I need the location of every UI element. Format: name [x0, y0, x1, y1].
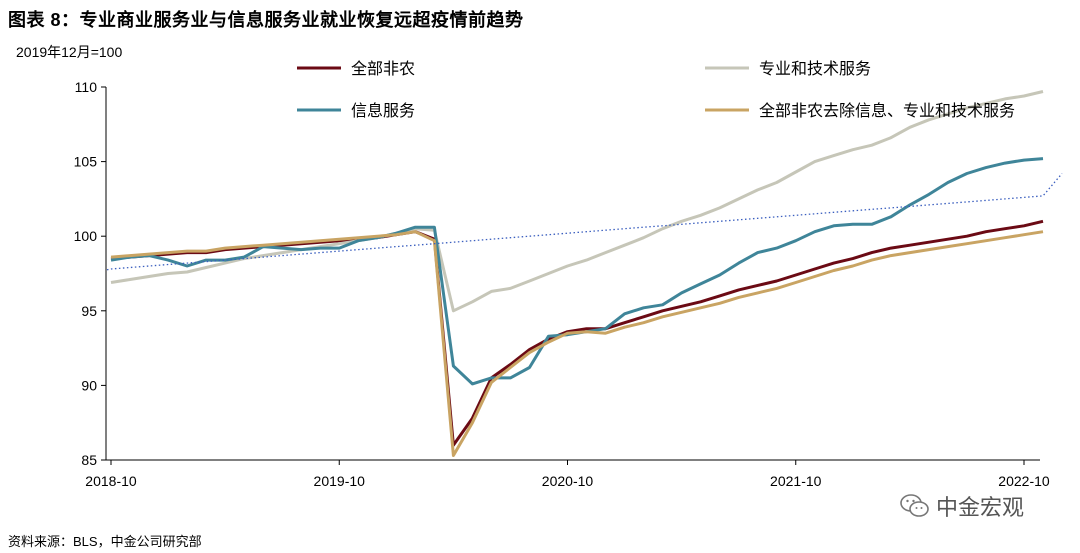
legend-label: 信息服务	[351, 102, 415, 120]
legend-label: 专业和技术服务	[759, 60, 871, 78]
y-tick-label: 110	[75, 79, 98, 95]
x-tick-label: 2018-10	[85, 473, 137, 489]
y-tick-label: 85	[81, 452, 97, 468]
wechat-icon	[900, 494, 929, 517]
series-line-information	[110, 157, 1044, 386]
x-tick-label: 2019-10	[314, 473, 366, 489]
y-tick-label: 105	[74, 154, 98, 170]
legend-label: 全部非农	[351, 60, 415, 78]
watermark-text: 中金宏观	[936, 495, 1025, 520]
x-tick-label: 2020-10	[542, 473, 594, 489]
source-note: 资料来源：BLS，中金公司研究部	[8, 534, 202, 549]
series-line-nonfarm-ex	[110, 230, 1044, 457]
x-tick-label: 2021-10	[770, 473, 822, 489]
y-tick-label: 90	[81, 377, 97, 393]
figure-title: 图表 8：专业商业服务业与信息服务业就业恢复远超疫情前趋势	[8, 10, 524, 30]
x-tick-label: 2022-10	[998, 473, 1050, 489]
y-tick-label: 100	[74, 228, 98, 244]
y-tick-label: 95	[81, 303, 97, 319]
legend-label: 全部非农去除信息、专业和技术服务	[759, 102, 1015, 120]
series-line-professional-technical	[110, 90, 1044, 313]
y-unit-label: 2019年12月=100	[16, 44, 123, 60]
watermark: 中金宏观	[900, 490, 1024, 522]
